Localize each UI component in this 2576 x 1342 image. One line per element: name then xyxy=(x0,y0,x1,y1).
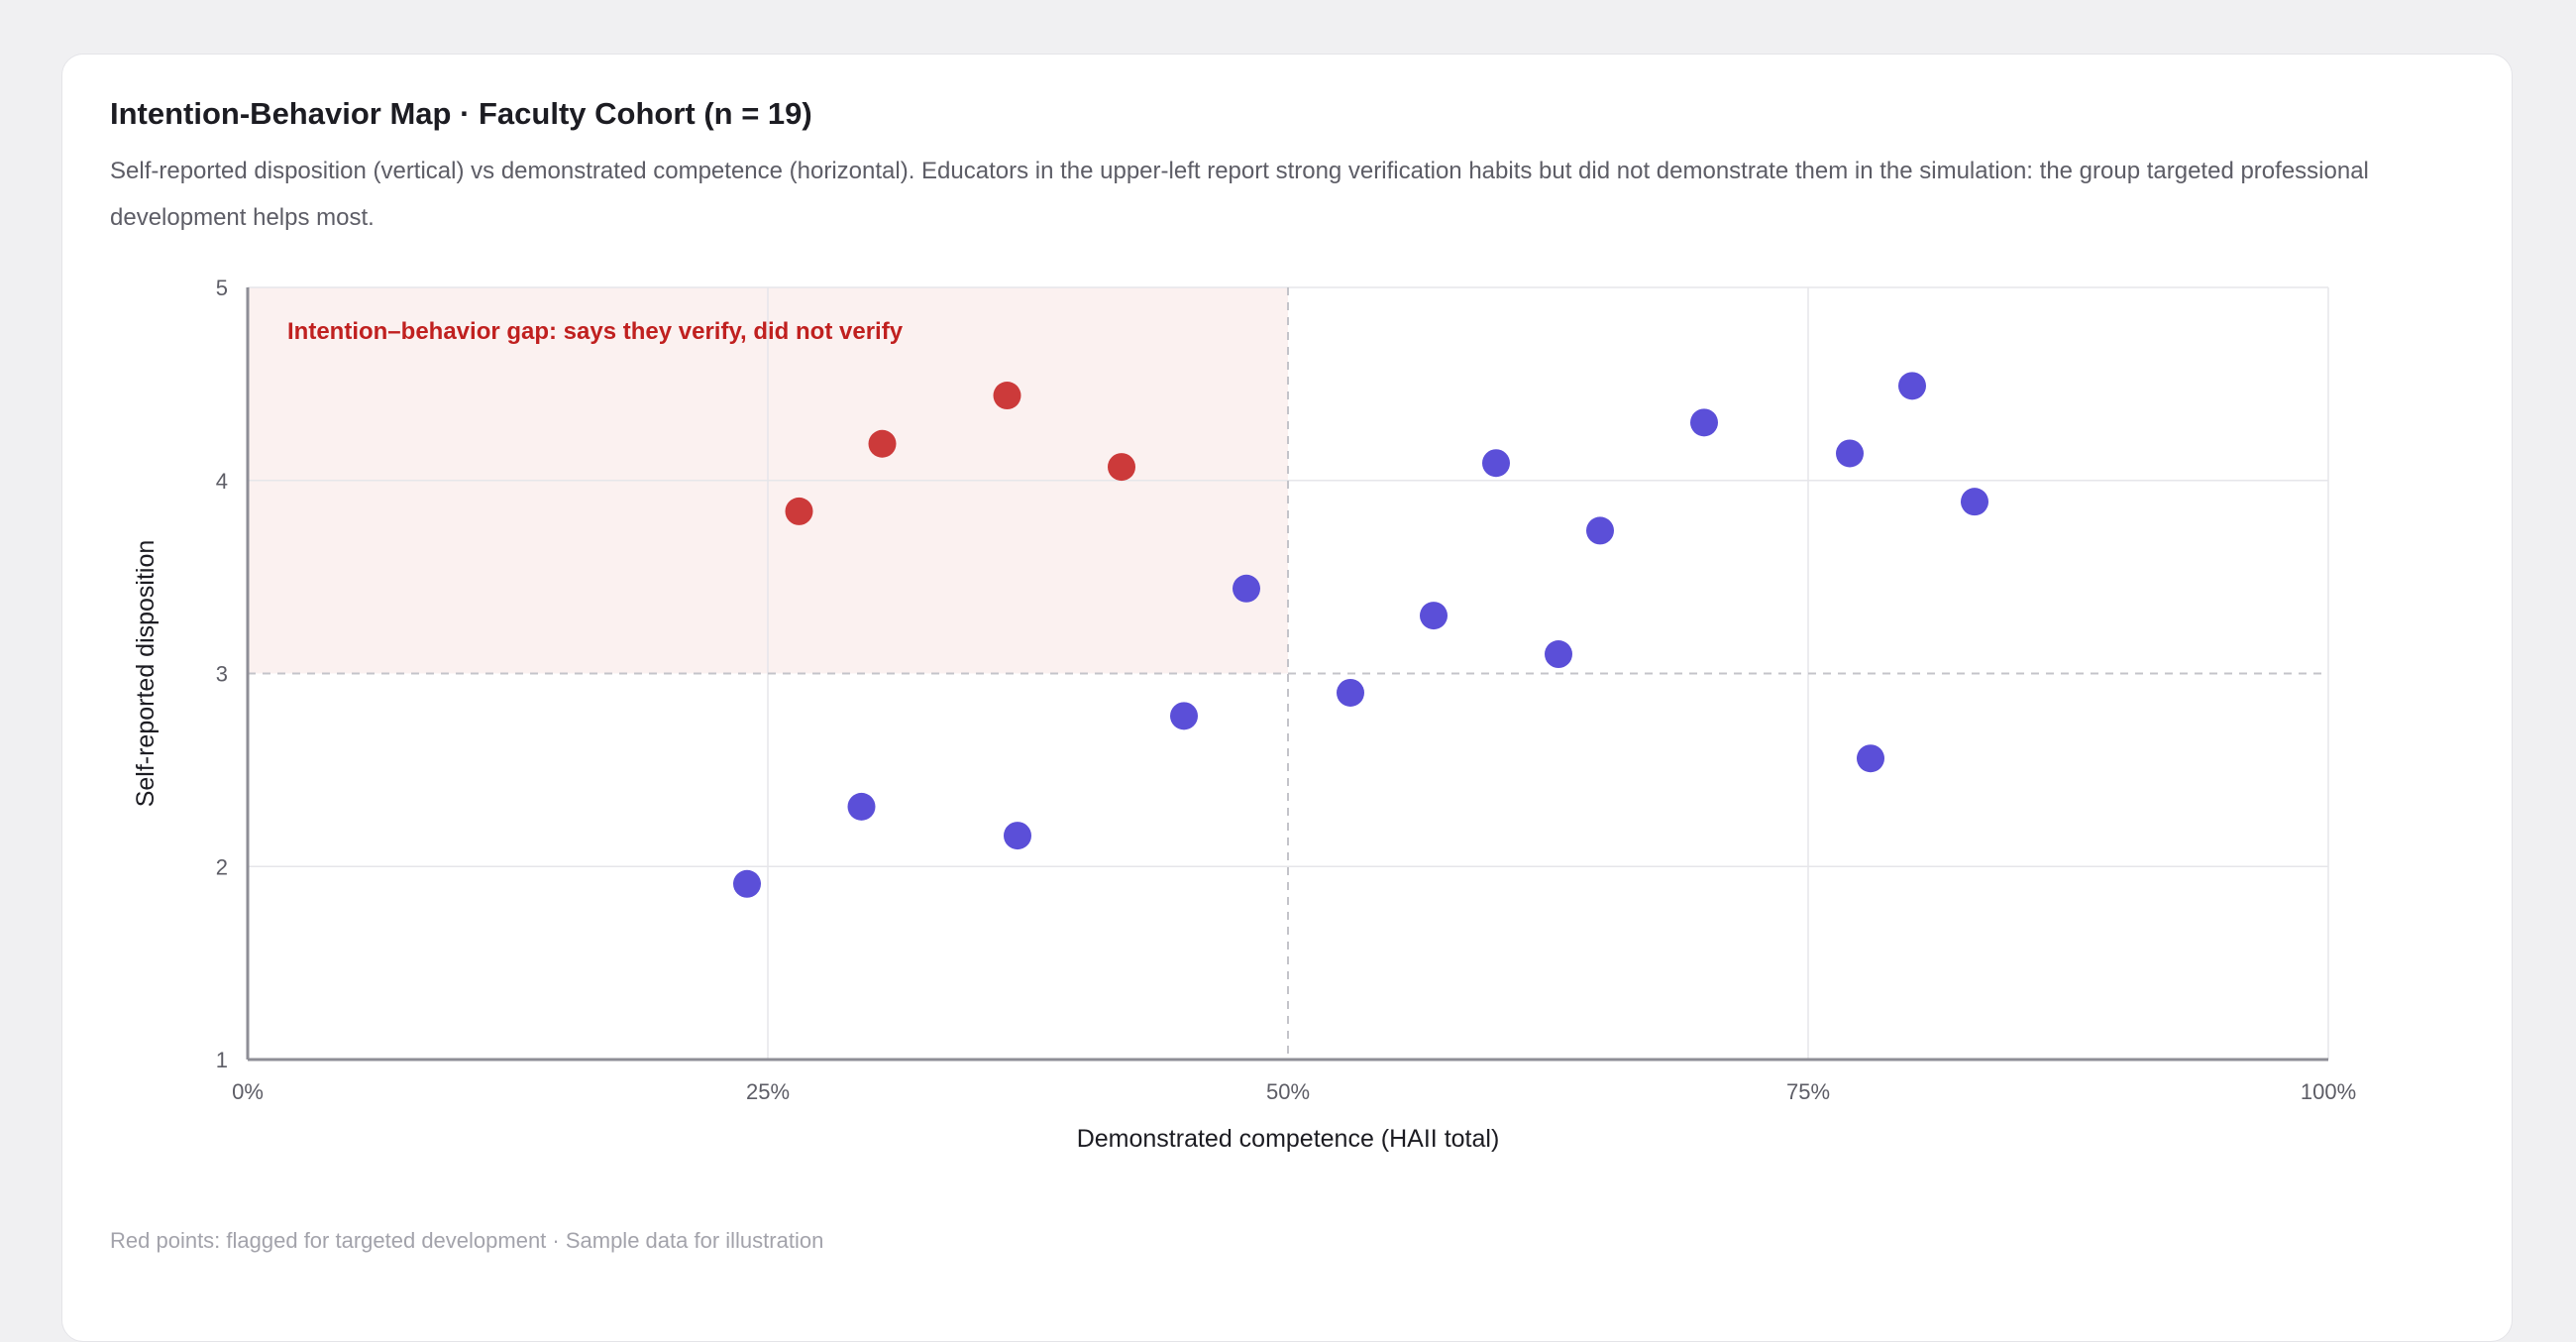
data-point xyxy=(733,869,761,898)
scatter-chart: 0% 25% 50% 75% 100% 1 2 3 4 5 Demonstrated compete… xyxy=(132,276,2356,1153)
data-point xyxy=(1961,488,1988,516)
data-point xyxy=(1004,822,1031,850)
x-tick-label: 100% xyxy=(2301,1079,2356,1104)
data-point xyxy=(1857,744,1884,773)
data-point xyxy=(1586,516,1614,545)
data-point xyxy=(1170,702,1198,730)
x-axis-label: Demonstrated competence (HAII total) xyxy=(1077,1125,1500,1153)
data-point xyxy=(1482,449,1510,478)
data-point xyxy=(1898,372,1926,400)
data-point xyxy=(1420,602,1448,630)
x-tick-label: 50% xyxy=(1266,1079,1310,1104)
chart-footnote: Red points: flagged for targeted develop… xyxy=(110,1228,824,1253)
flagged-point xyxy=(993,382,1021,410)
y-tick-label: 1 xyxy=(216,1048,228,1072)
data-point xyxy=(847,792,876,821)
x-tick-label: 25% xyxy=(746,1079,790,1104)
data-point xyxy=(1836,439,1864,468)
data-point xyxy=(1690,408,1718,437)
gap-zone-label: Intention–behavior gap: says they verify… xyxy=(287,318,904,345)
data-point xyxy=(1337,678,1364,707)
flagged-point xyxy=(868,429,897,458)
flagged-point xyxy=(785,497,813,525)
y-axis-label: Self-reported disposition xyxy=(132,540,160,808)
x-tick-label: 0% xyxy=(232,1079,264,1104)
y-tick-label: 2 xyxy=(216,854,228,879)
chart-title: Intention-Behavior Map · Faculty Cohort … xyxy=(110,96,812,131)
x-tick-label: 75% xyxy=(1786,1079,1830,1104)
flagged-point xyxy=(1108,453,1135,482)
data-point xyxy=(1545,640,1572,669)
y-tick-label: 5 xyxy=(216,276,228,300)
chart-card: Intention-Behavior Map · Faculty Cohort … xyxy=(61,54,2513,1342)
chart-subtitle: Self-reported disposition (vertical) vs … xyxy=(110,158,2369,231)
y-tick-label: 4 xyxy=(216,469,228,494)
data-point xyxy=(1233,574,1260,603)
y-tick-label: 3 xyxy=(216,662,228,687)
